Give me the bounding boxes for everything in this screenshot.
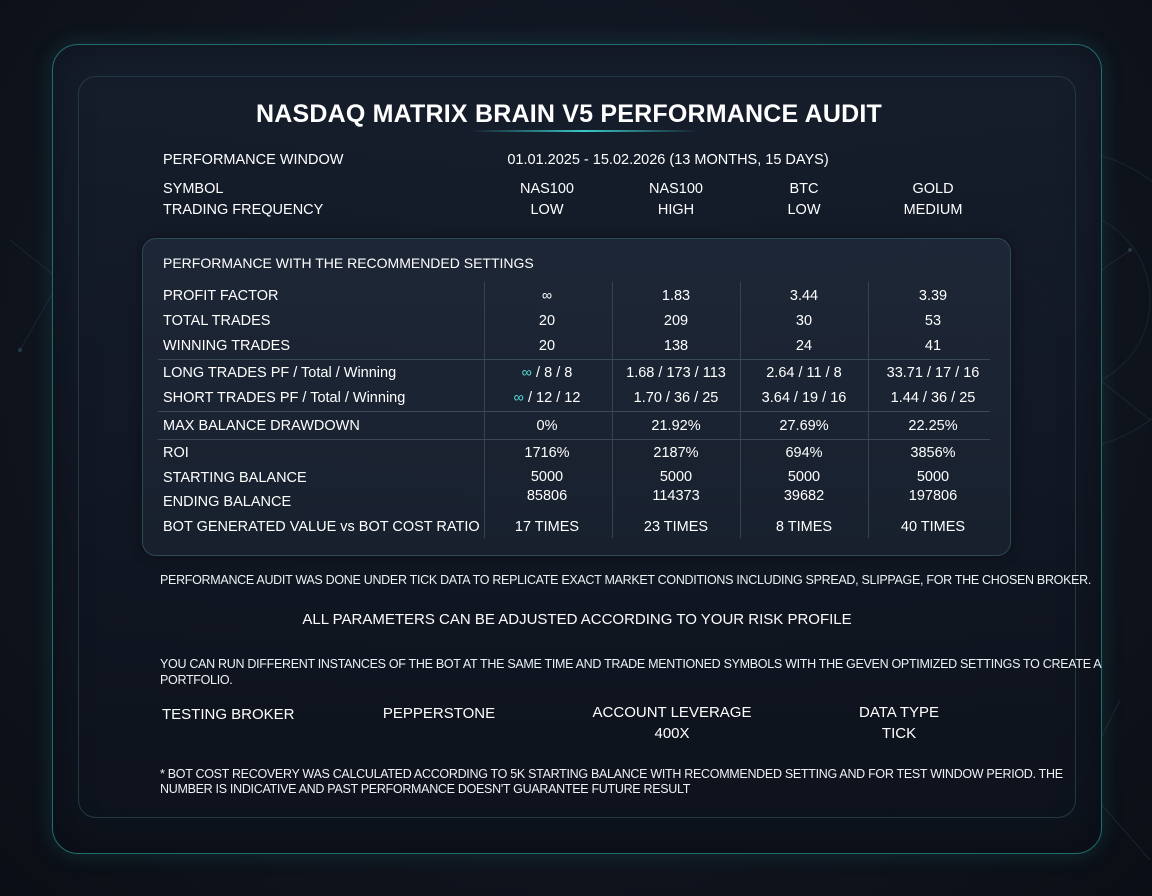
row-label-total-trades: TOTAL TRADES <box>163 313 271 329</box>
cell-roi-3: 694% <box>785 445 823 461</box>
frequency-col-1: LOW <box>530 202 564 218</box>
cell-cost-ratio-1: 17 TIMES <box>514 519 580 535</box>
cell-total-trades-4: 53 <box>924 313 942 329</box>
cell-long-trades-4: 33.71 / 17 / 16 <box>886 365 980 381</box>
column-divider <box>484 282 485 538</box>
cell-ending-balance-1: 85806 <box>526 488 568 504</box>
performance-table-card <box>142 238 1011 556</box>
cell-short-trades-3: 3.64 / 19 / 16 <box>761 390 847 406</box>
adjust-parameters-note: ALL PARAMETERS CAN BE ADJUSTED ACCORDING… <box>302 611 852 628</box>
row-label-cost-ratio: BOT GENERATED VALUE vs BOT COST RATIO <box>163 519 480 535</box>
account-leverage-label: ACCOUNT LEVERAGE <box>592 704 752 721</box>
trading-frequency-label: TRADING FREQUENCY <box>163 202 324 218</box>
cell-short-trades-4: 1.44 / 36 / 25 <box>890 390 976 406</box>
frequency-col-3: LOW <box>787 202 821 218</box>
column-divider <box>868 282 869 538</box>
cell-starting-balance-1: 5000 <box>530 469 564 485</box>
performance-window-label: PERFORMANCE WINDOW <box>163 152 344 168</box>
frequency-col-4: MEDIUM <box>903 202 963 218</box>
cell-max-drawdown-3: 27.69% <box>779 418 829 434</box>
row-label-short-trades: SHORT TRADES PF / Total / Winning <box>163 390 406 406</box>
title-underline <box>470 130 700 132</box>
cell-starting-balance-4: 5000 <box>916 469 950 485</box>
column-divider <box>740 282 741 538</box>
cell-profit-factor-2: 1.83 <box>661 288 691 304</box>
cell-ending-balance-4: 197806 <box>908 488 958 504</box>
testing-broker-value: PEPPERSTONE <box>382 705 496 722</box>
cell-winning-trades-4: 41 <box>924 338 942 354</box>
cell-long-trades-1: ∞ / 8 / 8 <box>522 365 573 381</box>
symbol-col-3: BTC <box>789 181 819 197</box>
cell-ending-balance-2: 114373 <box>652 488 700 504</box>
cell-max-drawdown-2: 21.92% <box>651 418 701 434</box>
row-label-long-trades: LONG TRADES PF / Total / Winning <box>163 365 397 381</box>
symbol-col-2: NAS100 <box>648 181 704 197</box>
data-type-label: DATA TYPE <box>858 704 940 721</box>
cell-cost-ratio-3: 8 TIMES <box>775 519 833 535</box>
cell-long-trades-2: 1.68 / 173 / 113 <box>626 365 726 381</box>
page-title: NASDAQ MATRIX BRAIN V5 PERFORMANCE AUDIT <box>255 100 883 128</box>
cell-max-drawdown-1: 0% <box>536 418 558 434</box>
long-trades-1-suffix: / 8 / 8 <box>532 365 573 381</box>
symbol-label: SYMBOL <box>163 181 224 197</box>
frequency-col-2: HIGH <box>657 202 695 218</box>
short-trades-1-suffix: / 12 / 12 <box>523 390 581 406</box>
cell-total-trades-2: 209 <box>663 313 689 329</box>
cell-winning-trades-2: 138 <box>663 338 689 354</box>
symbol-col-4: GOLD <box>912 181 954 197</box>
footnote-line-1: * BOT COST RECOVERY WAS CALCULATED ACCOR… <box>160 767 1063 781</box>
cell-total-trades-3: 30 <box>795 313 813 329</box>
cell-starting-balance-3: 5000 <box>787 469 821 485</box>
cell-profit-factor-1: ∞ <box>541 288 553 304</box>
row-label-roi: ROI <box>163 445 189 461</box>
instances-note-line-2: PORTFOLIO. <box>160 673 233 687</box>
audit-note: PERFORMANCE AUDIT WAS DONE UNDER TICK DA… <box>160 573 1092 587</box>
symbol-col-1: NAS100 <box>519 181 575 197</box>
row-divider <box>158 359 990 360</box>
cell-total-trades-1: 20 <box>538 313 556 329</box>
cell-max-drawdown-4: 22.25% <box>908 418 958 434</box>
cell-short-trades-2: 1.70 / 36 / 25 <box>633 390 719 406</box>
infinity-symbol: ∞ <box>521 365 533 381</box>
row-divider <box>158 439 990 440</box>
cell-ending-balance-3: 39682 <box>783 488 825 504</box>
cell-cost-ratio-4: 40 TIMES <box>900 519 966 535</box>
cell-profit-factor-4: 3.39 <box>918 288 948 304</box>
cell-roi-2: 2187% <box>653 445 699 461</box>
data-type-value: TICK <box>881 725 917 742</box>
table-heading: PERFORMANCE WITH THE RECOMMENDED SETTING… <box>163 255 534 271</box>
testing-broker-label: TESTING BROKER <box>162 706 295 723</box>
cell-profit-factor-3: 3.44 <box>789 288 819 304</box>
cell-roi-4: 3856% <box>910 445 956 461</box>
row-divider <box>158 411 990 412</box>
cell-long-trades-3: 2.64 / 11 / 8 <box>766 365 842 381</box>
footnote-line-2: NUMBER IS INDICATIVE AND PAST PERFORMANC… <box>160 782 691 796</box>
cell-winning-trades-3: 24 <box>795 338 813 354</box>
row-label-winning-trades: WINNING TRADES <box>163 338 291 354</box>
performance-window-value: 01.01.2025 - 15.02.2026 (13 MONTHS, 15 D… <box>507 152 829 168</box>
column-divider <box>612 282 613 538</box>
account-leverage-value: 400X <box>654 725 690 742</box>
row-label-starting-balance: STARTING BALANCE <box>163 470 307 486</box>
row-label-ending-balance: ENDING BALANCE <box>163 494 292 510</box>
infinity-symbol: ∞ <box>513 390 524 406</box>
instances-note-line-1: YOU CAN RUN DIFFERENT INSTANCES OF THE B… <box>160 657 1102 671</box>
row-label-profit-factor: PROFIT FACTOR <box>163 288 279 304</box>
row-label-max-drawdown: MAX BALANCE DRAWDOWN <box>163 418 360 434</box>
inner-card <box>78 76 1076 818</box>
cell-short-trades-1: ∞ / 12 / 12 <box>514 390 581 406</box>
cell-cost-ratio-2: 23 TIMES <box>643 519 709 535</box>
cell-starting-balance-2: 5000 <box>659 469 693 485</box>
cell-winning-trades-1: 20 <box>538 338 556 354</box>
cell-roi-1: 1716% <box>524 445 570 461</box>
